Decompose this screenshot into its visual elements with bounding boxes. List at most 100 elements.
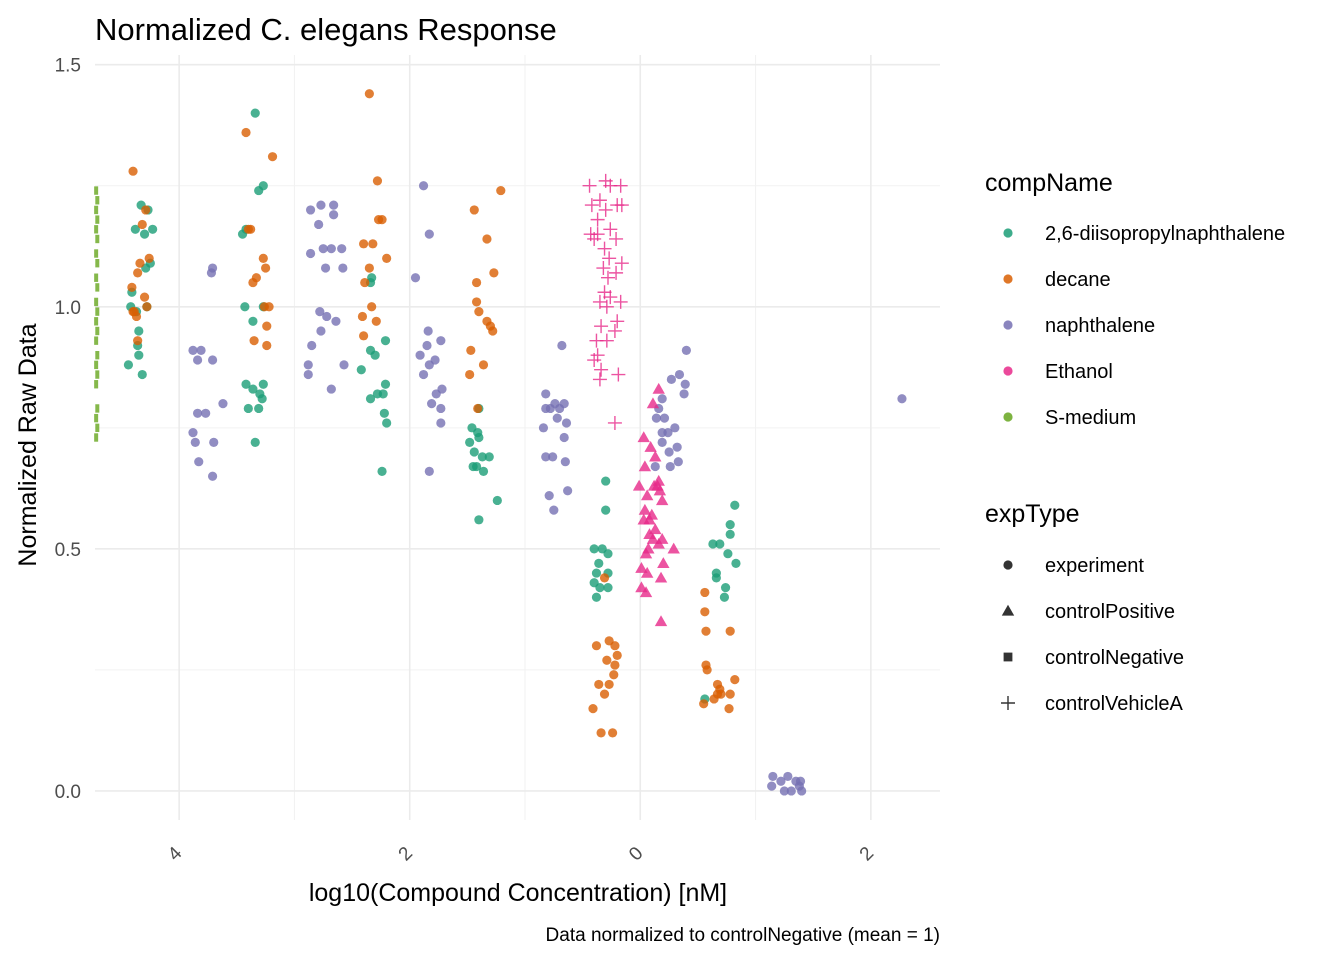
data-point (665, 461, 675, 472)
legend-key-experiment (1003, 560, 1013, 570)
data-point (595, 582, 605, 593)
data-point (192, 355, 203, 365)
data-point (422, 340, 432, 351)
data-point (257, 394, 267, 404)
data-point (609, 670, 619, 680)
data-point (599, 299, 614, 314)
data-point (538, 423, 549, 433)
data-point (218, 399, 228, 409)
data-point (424, 360, 434, 370)
data-point (725, 529, 735, 539)
data-point (94, 317, 99, 326)
data-point (382, 253, 392, 263)
data-point (708, 539, 718, 549)
legend-title-compname: compName (985, 169, 1113, 197)
data-point (484, 452, 494, 462)
data-point (466, 345, 476, 355)
data-point (372, 389, 383, 399)
legend-label: Ethanol (1045, 361, 1113, 383)
data-point (357, 311, 368, 322)
data-point (607, 415, 622, 430)
data-point (372, 176, 383, 186)
data-point (331, 316, 341, 326)
data-point (673, 457, 683, 467)
data-point (657, 437, 667, 447)
data-point (478, 360, 489, 370)
legend-key-naphthalene (1003, 320, 1013, 330)
data-point (699, 699, 709, 709)
data-point (652, 537, 665, 549)
data-point (188, 428, 198, 438)
data-point (589, 544, 599, 554)
data-point (94, 186, 99, 195)
data-point (364, 89, 374, 99)
data-point (248, 316, 258, 326)
data-points (94, 89, 907, 796)
data-point (681, 345, 691, 355)
x-tick-label: 4 (164, 843, 187, 866)
data-point (133, 336, 143, 346)
data-point (720, 582, 731, 593)
data-point (711, 573, 721, 583)
data-point (731, 558, 741, 568)
data-point (240, 302, 250, 312)
data-point (254, 403, 264, 414)
data-point (254, 185, 264, 196)
data-point (541, 389, 551, 399)
data-point (307, 340, 317, 351)
data-point (190, 437, 200, 447)
data-point (364, 263, 374, 273)
legend-label: 2,6-diisopropylnaphthalene (1045, 223, 1285, 245)
chart-caption: Data normalized to controlNegative (mean… (546, 925, 940, 946)
data-point (329, 200, 339, 210)
data-point (582, 178, 597, 193)
data-point (587, 353, 602, 368)
data-point (305, 205, 316, 215)
data-point (548, 452, 558, 462)
data-point (635, 562, 648, 573)
data-point (610, 660, 620, 670)
data-point (94, 225, 99, 234)
data-point (670, 423, 680, 433)
data-point (248, 384, 258, 394)
legend-key-controlpositive (1001, 604, 1015, 616)
data-point (427, 399, 437, 409)
data-point (95, 283, 100, 292)
data-point (609, 231, 624, 246)
data-point (603, 290, 618, 305)
data-point (609, 265, 624, 280)
data-point (431, 389, 441, 399)
data-point (554, 403, 565, 414)
data-point (588, 704, 598, 714)
data-point (657, 557, 670, 569)
grid-lines (95, 55, 940, 820)
data-point (709, 694, 719, 704)
data-point (94, 360, 99, 370)
y-tick-label: 0.0 (55, 782, 81, 803)
data-point (474, 432, 484, 443)
data-point (604, 636, 614, 646)
x-tick-label: 2 (395, 843, 417, 865)
data-point (590, 212, 605, 227)
data-point (560, 457, 570, 467)
data-point (638, 503, 652, 515)
data-point (248, 277, 258, 288)
data-point (724, 704, 734, 714)
data-point (94, 413, 99, 423)
data-point (258, 379, 268, 389)
data-point (783, 771, 793, 782)
legend-label: controlPositive (1045, 601, 1175, 623)
data-point (603, 549, 613, 559)
data-point (95, 258, 100, 268)
data-point (469, 205, 479, 215)
data-point (338, 263, 348, 273)
data-point (598, 202, 613, 217)
x-tick-label: 2 (856, 843, 878, 865)
data-point (608, 728, 618, 738)
data-point (654, 571, 668, 583)
data-point (94, 249, 99, 258)
legend-label: controlVehicleA (1045, 693, 1184, 715)
data-point (194, 457, 204, 467)
y-tick-label: 1.5 (55, 56, 81, 77)
data-point (715, 539, 725, 549)
